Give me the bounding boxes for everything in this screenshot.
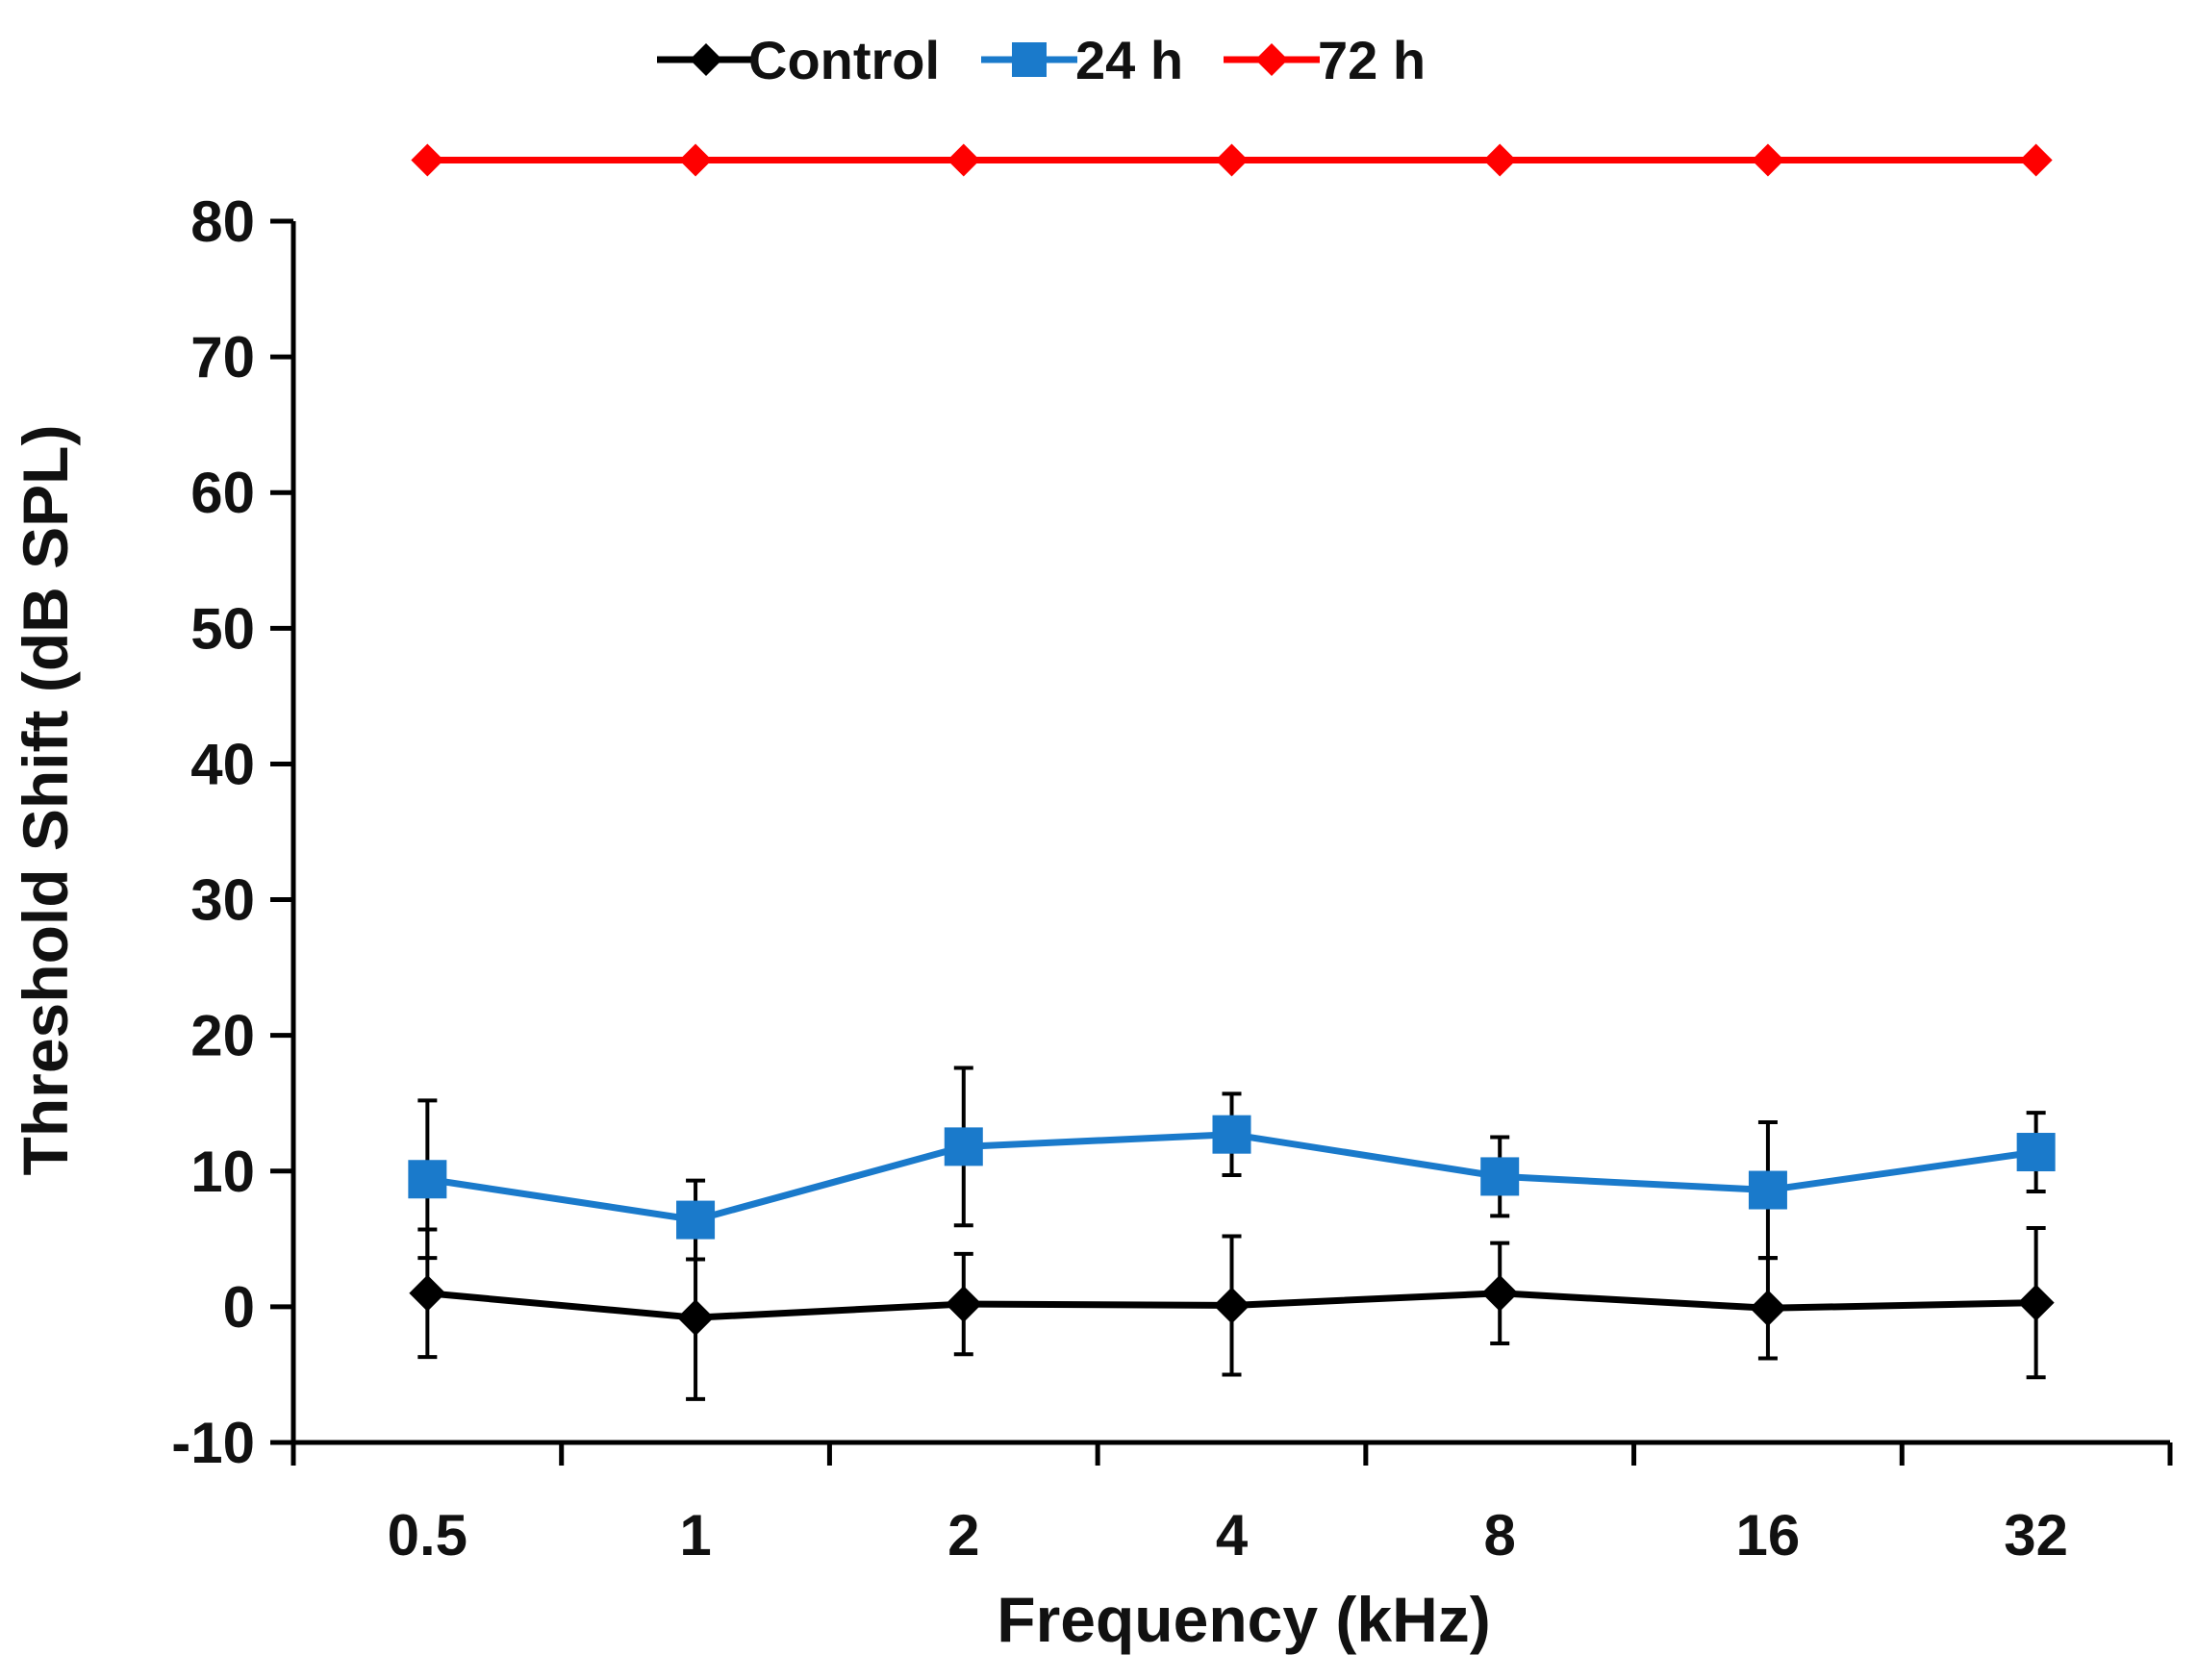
y-tick-label: 70 — [190, 325, 255, 389]
data-point — [409, 1274, 446, 1312]
x-tick-label: 2 — [947, 1503, 979, 1567]
legend-item-72-h: 72 h — [1224, 30, 1426, 90]
y-tick-label: 30 — [190, 868, 255, 933]
data-point — [1481, 1274, 1519, 1312]
legend-item-24-h: 24 h — [981, 30, 1183, 90]
data-point — [677, 1299, 715, 1337]
x-tick-label: 1 — [679, 1503, 711, 1567]
series-72-h — [411, 143, 2053, 177]
y-tick-label: 10 — [190, 1140, 255, 1204]
x-tick-label: 8 — [1484, 1503, 1516, 1567]
x-ticks: 0.5 1 2 4 8 16 32 — [290, 1442, 2173, 1567]
legend-swatch-marker — [1012, 42, 1047, 77]
y-tick-label: 60 — [190, 461, 255, 525]
y-tick-label: 20 — [190, 1004, 255, 1068]
data-point — [1213, 1287, 1250, 1324]
series-24-h — [408, 1066, 2056, 1262]
data-point — [676, 1200, 716, 1240]
data-point — [1748, 1170, 1787, 1210]
y-tick-label: 0 — [223, 1275, 255, 1340]
legend-label: 72 h — [1318, 30, 1426, 90]
data-point — [945, 1286, 982, 1323]
y-tick-label: -10 — [171, 1411, 255, 1475]
data-point — [1749, 1290, 1786, 1327]
legend-item-control: Control — [657, 30, 940, 90]
y-tick-label: 40 — [190, 732, 255, 796]
data-point — [408, 1160, 447, 1199]
data-point — [1212, 1115, 1251, 1154]
y-tick-label: 50 — [190, 596, 255, 661]
data-point — [2019, 143, 2053, 177]
series-layer — [408, 143, 2056, 1401]
legend-label: Control — [748, 30, 940, 90]
data-point — [1751, 143, 1784, 177]
y-ticks: -10 0 10 20 30 40 50 60 70 80 — [171, 189, 293, 1475]
legend-swatch-marker — [690, 43, 722, 76]
axes — [290, 221, 2170, 1445]
data-point — [1480, 1157, 1520, 1196]
legend-label: 24 h — [1075, 30, 1183, 90]
data-point — [2017, 1284, 2055, 1321]
x-axis-title: Frequency (kHz) — [997, 1584, 1490, 1655]
data-point — [679, 143, 713, 177]
legend: Control 24 h 72 h — [657, 30, 1426, 90]
x-tick-label: 16 — [1736, 1503, 1801, 1567]
x-tick-label: 0.5 — [388, 1503, 467, 1567]
series-control — [409, 1226, 2055, 1401]
y-axis-title: Threshold Shift (dB SPL) — [10, 425, 81, 1176]
data-point — [944, 1127, 983, 1166]
legend-swatch-marker — [1255, 43, 1288, 76]
data-point — [411, 143, 444, 177]
x-tick-label: 4 — [1216, 1503, 1249, 1567]
data-point — [947, 143, 980, 177]
y-tick-label: 80 — [190, 189, 255, 254]
data-point — [2016, 1133, 2056, 1172]
data-point — [1215, 143, 1249, 177]
data-point — [1483, 143, 1517, 177]
x-tick-label: 32 — [2004, 1503, 2068, 1567]
